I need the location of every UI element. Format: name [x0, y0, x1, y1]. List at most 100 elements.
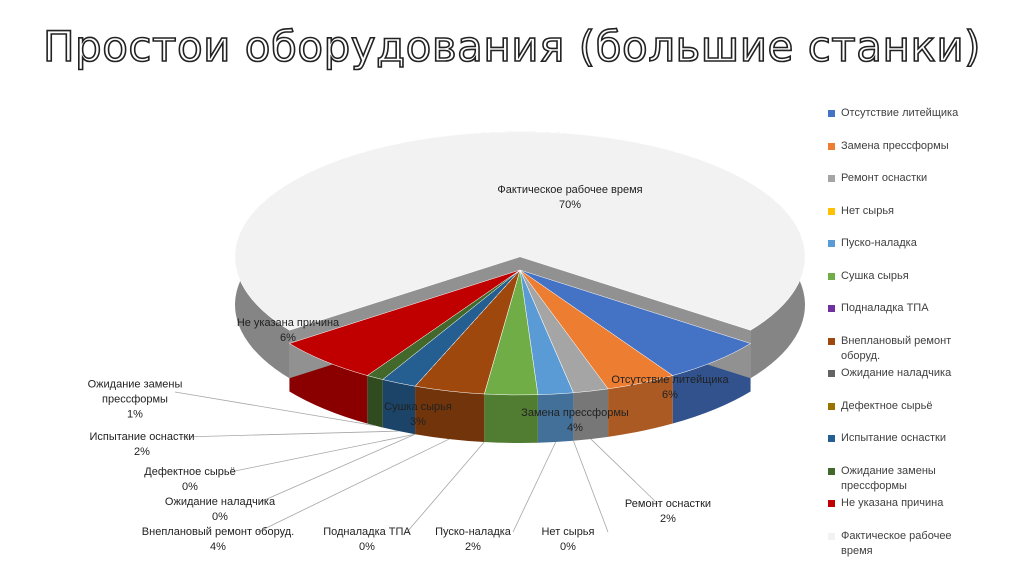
slice-side — [537, 392, 574, 443]
slice-side — [415, 386, 485, 443]
legend-label: Подналадка ТПА — [841, 302, 929, 314]
legend-label: Испытание оснастки — [841, 432, 946, 444]
legend-swatch — [828, 175, 835, 182]
data-label-value: 6% — [280, 332, 296, 344]
data-label-name: Замена прессформы — [521, 407, 629, 419]
slice-side — [367, 375, 383, 428]
slice-side — [484, 394, 538, 443]
legend-label: Дефектное сырьё — [841, 399, 933, 412]
legend-label: Замена прессформы — [841, 139, 949, 152]
legend-swatch — [828, 467, 835, 475]
data-label-name: Фактическое рабочее время — [497, 184, 643, 196]
slice — [288, 269, 521, 376]
data-label-value: 3% — [410, 416, 426, 428]
data-label-name: Подналадка ТПА — [323, 526, 411, 538]
data-label-value: 4% — [567, 422, 583, 434]
slice-side — [382, 379, 416, 435]
data-label-name: Внеплановый ремонт оборуд. — [141, 526, 295, 538]
legend-swatch — [828, 110, 835, 117]
slice-side — [608, 375, 673, 437]
leader-line — [257, 438, 450, 533]
data-label: Ожидание замены прессформы 1% — [70, 378, 200, 423]
data-label-value: 0% — [182, 481, 198, 493]
data-label: Подналадка ТПА 0% — [323, 525, 411, 555]
legend-item: Подналадка ТПА — [828, 301, 978, 334]
data-label-value: 0% — [212, 511, 228, 523]
leader-line — [590, 438, 659, 505]
data-label: Ремонт оснастки 2% — [625, 497, 711, 527]
leader-line — [512, 441, 557, 533]
chart-title: Простои оборудования (большие станки) — [42, 21, 982, 72]
legend-swatch — [828, 532, 835, 540]
legend-item: Отсутствие литейщика — [828, 106, 978, 139]
data-label-name: Не указана причина — [236, 317, 340, 329]
data-label-value: 4% — [210, 541, 226, 553]
legend-label: Ожидание замены прессформы — [841, 464, 936, 492]
data-label-value: 0% — [560, 541, 576, 553]
legend-swatch — [828, 142, 835, 150]
legend-swatch — [828, 402, 835, 410]
legend-item: Замена прессформы — [828, 139, 978, 172]
data-label: Замена прессформы 4% — [521, 406, 629, 436]
legend-label: Отсутствие литейщика — [841, 107, 959, 119]
data-label: Не указана причина 6% — [237, 316, 339, 346]
legend-item: Ожидание наладчика — [828, 366, 978, 399]
data-label-name: Сушка сырья — [384, 401, 452, 413]
data-label-name: Пуско-наладка — [435, 526, 511, 538]
slice — [234, 131, 806, 331]
legend-label: Не указана причина — [841, 497, 944, 509]
data-label-name: Испытание оснастки — [89, 431, 195, 443]
legend-swatch — [828, 305, 835, 312]
slice-side — [573, 388, 609, 441]
data-label-name: Нет сырья — [541, 526, 595, 538]
data-label-name: Ожидание наладчика — [164, 496, 276, 508]
legend-item: Пуско-наладка — [828, 236, 978, 269]
legend-swatch — [828, 370, 835, 377]
data-label: Фактическое рабочее время 70% — [497, 183, 642, 213]
legend-label: Фактическое рабочее время — [841, 529, 952, 557]
legend-item: Внеплановый ремонт оборуд. — [828, 334, 978, 367]
legend-label: Сушка сырья — [841, 269, 909, 282]
legend-swatch — [828, 272, 835, 280]
legend-label: Нет сырья — [841, 204, 895, 217]
data-label-name: Отсутствие литейщика — [611, 374, 729, 386]
legend-label: Ожидание наладчика — [841, 367, 952, 379]
legend-item: Ожидание замены прессформы — [828, 464, 978, 497]
leader-line — [573, 440, 609, 533]
legend-label: Внеплановый ремонт оборуд. — [841, 334, 952, 362]
leader-line — [406, 441, 485, 533]
data-label: Нет сырья 0% — [541, 525, 594, 555]
data-label-value: 70% — [558, 199, 582, 211]
legend-swatch — [828, 207, 835, 215]
data-label: Дефектное сырьё 0% — [144, 465, 235, 495]
pie-tops — [234, 131, 806, 396]
legend-item: Ремонт оснастки — [828, 171, 978, 204]
legend-item: Испытание оснастки — [828, 431, 978, 464]
data-label-name: Дефектное сырьё — [144, 466, 236, 478]
legend-item: Дефектное сырьё — [828, 399, 978, 432]
data-label-value: 2% — [660, 513, 676, 525]
legend-label: Ремонт оснастки — [841, 172, 928, 184]
legend-swatch — [828, 240, 835, 247]
data-label-value: 1% — [127, 408, 143, 421]
data-label-value: 2% — [465, 541, 481, 553]
legend-item: Сушка сырья — [828, 269, 978, 302]
data-label: Пуско-наладка 2% — [435, 525, 511, 555]
data-label-name: Ожидание замены прессформы — [87, 378, 183, 406]
legend-swatch — [828, 337, 835, 345]
legend-swatch — [828, 435, 835, 442]
leader-line — [229, 433, 416, 473]
data-label: Испытание оснастки 2% — [90, 430, 195, 460]
legend-item: Нет сырья — [828, 204, 978, 237]
leader-line — [259, 433, 416, 503]
legend-item: Не указана причина — [828, 496, 978, 529]
data-label: Ожидание наладчика 0% — [165, 495, 275, 525]
legend-swatch — [828, 500, 835, 507]
leader-line — [174, 391, 375, 426]
data-label: Внеплановый ремонт оборуд. 4% — [142, 525, 294, 555]
data-label-value: 0% — [359, 541, 375, 553]
legend: Отсутствие литейщика Замена прессформы Рем… — [828, 106, 978, 561]
data-label-value: 6% — [662, 389, 678, 401]
